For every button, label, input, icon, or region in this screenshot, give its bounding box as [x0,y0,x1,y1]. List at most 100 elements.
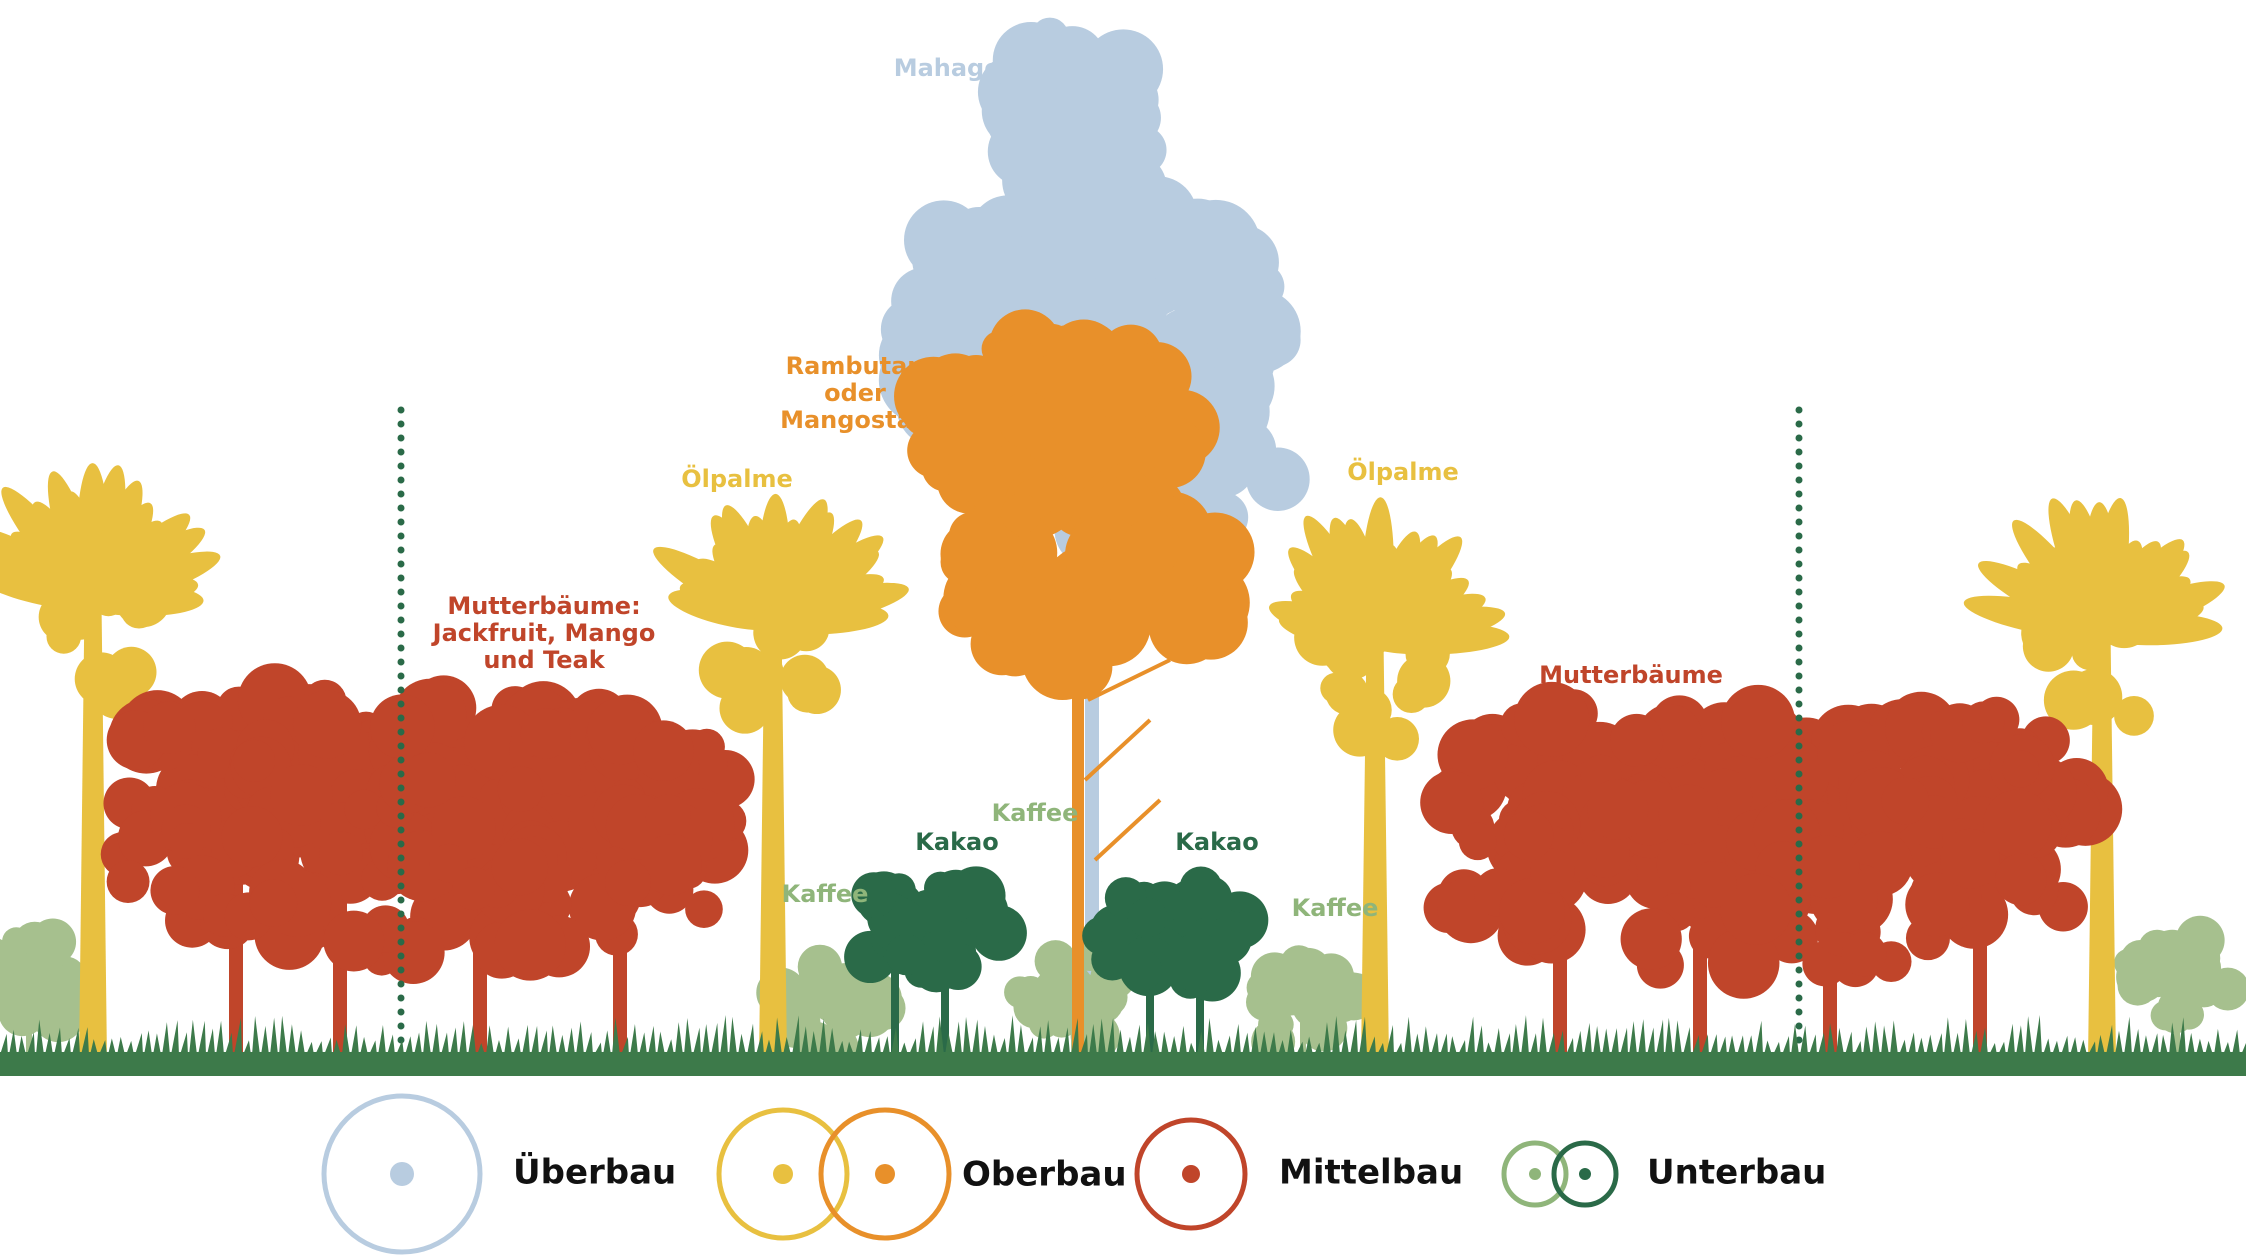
foliage [719,683,770,734]
foliage [1001,494,1041,534]
dotted-line [1796,407,1803,414]
dotted-line [398,673,405,680]
dotted-line [398,589,405,596]
dotted-line [398,491,405,498]
dotted-line [1796,603,1803,610]
foliage [1172,209,1226,263]
dotted-line [398,855,405,862]
dotted-line [398,449,405,456]
dotted-line [1796,1023,1803,1030]
dotted-line [1796,701,1803,708]
dotted-line [1796,589,1803,596]
dotted-line [1796,897,1803,904]
label-oelpalme: Ölpalme [681,463,793,493]
dotted-line [1796,771,1803,778]
dotted-line [398,939,405,946]
dotted-line [1796,421,1803,428]
dotted-line [1796,519,1803,526]
dotted-line [398,421,405,428]
foliage [169,823,205,859]
label-kaffee: Kaffee [992,799,1079,827]
foliage [793,666,841,714]
foliage [2089,609,2125,645]
foliage [401,753,456,808]
label-mutterbaeume: Jackfruit, Mango [431,619,656,647]
foliage [1333,704,1386,757]
dotted-line [398,407,405,414]
dotted-line [398,575,405,582]
foliage [605,860,651,906]
foliage [319,831,363,875]
dotted-line [398,645,405,652]
dotted-line [1796,939,1803,946]
dotted-line [398,519,405,526]
legend: Überbau Oberbau Mittelbau Unterbau [324,1096,1826,1252]
foliage [1659,785,1719,845]
label-kaffee: Kaffee [1292,894,1379,922]
foliage [919,894,959,934]
legend-dot [1579,1168,1591,1180]
foliage [1015,976,1046,1007]
dotted-line [1796,659,1803,666]
dotted-line [398,841,405,848]
dotted-line [398,561,405,568]
dotted-line [398,617,405,624]
label-oelpalme: Ölpalme [1347,456,1459,486]
foliage [1621,908,1682,969]
dotted-line [398,981,405,988]
dotted-line [1796,911,1803,918]
dotted-line [1796,729,1803,736]
foliage [2002,750,2039,787]
foliage [51,534,109,592]
legend-label: Oberbau [962,1155,1127,1195]
dotted-line [1796,505,1803,512]
foliage [107,860,150,903]
dotted-line [398,729,405,736]
label-mutterbaeume: und Teak [483,646,605,674]
dotted-line [1796,813,1803,820]
foliage [784,573,837,626]
foliage [1610,714,1663,767]
dotted-line [398,897,405,904]
dotted-line [398,1023,405,1030]
foliage [1099,98,1143,142]
dotted-line [1796,743,1803,750]
dotted-line [398,743,405,750]
dotted-line [1796,925,1803,932]
foliage [222,806,283,867]
dotted-line [1796,715,1803,722]
dotted-line [1796,673,1803,680]
ground [0,1052,2246,1076]
foliage [1188,261,1247,320]
foliage [293,690,361,758]
foliage [1320,673,1350,703]
foliage [1963,701,2005,743]
dotted-line [1796,757,1803,764]
foliage [646,795,691,840]
dotted-line [1796,463,1803,470]
legend-dot [773,1164,793,1184]
dotted-line [1796,967,1803,974]
dotted-line [398,827,405,834]
foliage [270,764,332,826]
dotted-line [398,505,405,512]
dotted-line [398,953,405,960]
dotted-line [398,771,405,778]
foliage [685,890,723,928]
foliage [633,720,694,781]
dotted-line [1796,533,1803,540]
dotted-line [398,463,405,470]
foliage [498,766,544,812]
foliage [1035,940,1077,982]
foliage [1095,353,1163,421]
dotted-line [398,799,405,806]
dotted-line [398,659,405,666]
dotted-line [398,603,405,610]
label-mutterbaeume: Mutterbäume [1539,661,1723,689]
foliage [452,867,495,910]
foliage [1459,823,1497,861]
label-rambutan: oder [824,379,886,407]
dotted-line [1796,841,1803,848]
dotted-line [1796,491,1803,498]
label-kakao: Kakao [1175,828,1258,856]
